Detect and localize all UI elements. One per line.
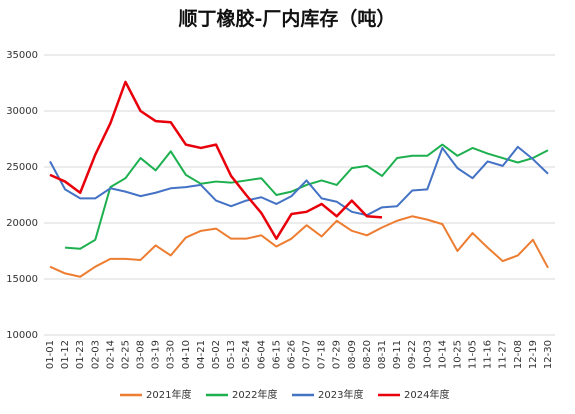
x-tick-label: 10-14 xyxy=(437,340,448,369)
x-tick-label: 01-12 xyxy=(60,340,71,369)
x-tick-label: 02-03 xyxy=(90,340,101,369)
chart-title: 顺丁橡胶-厂内库存（吨） xyxy=(179,7,396,30)
x-tick-label: 07-29 xyxy=(332,340,343,369)
x-tick-label: 05-02 xyxy=(211,340,222,369)
x-tick-label: 05-13 xyxy=(226,340,237,369)
x-tick-label: 07-07 xyxy=(302,340,313,369)
y-tick-label: 15000 xyxy=(6,274,38,285)
x-tick-label: 08-09 xyxy=(347,340,358,369)
y-tick-label: 10000 xyxy=(6,330,38,341)
x-tick-label: 06-26 xyxy=(286,340,297,369)
x-tick-label: 05-24 xyxy=(241,340,252,369)
legend-label: 2022年度 xyxy=(232,388,277,401)
x-tick-label: 12-19 xyxy=(528,340,539,369)
x-tick-label: 04-10 xyxy=(181,340,192,369)
x-tick-label: 12-08 xyxy=(513,340,524,369)
y-tick-label: 35000 xyxy=(6,50,38,61)
y-tick-label: 25000 xyxy=(6,162,38,173)
y-tick-label: 30000 xyxy=(6,106,38,117)
x-tick-label: 12-30 xyxy=(543,340,554,369)
x-tick-label: 02-25 xyxy=(120,340,131,369)
x-tick-label: 04-21 xyxy=(196,340,207,369)
x-tick-label: 11-27 xyxy=(498,340,509,369)
x-tick-label: 11-16 xyxy=(483,340,494,369)
x-tick-label: 10-25 xyxy=(452,340,463,369)
x-tick-label: 01-23 xyxy=(75,340,86,369)
legend-label: 2021年度 xyxy=(146,388,191,401)
series-line xyxy=(49,80,383,240)
x-tick-label: 10-03 xyxy=(422,340,433,369)
x-tick-label: 09-22 xyxy=(407,340,418,369)
x-tick-label: 07-18 xyxy=(317,340,328,369)
x-tick-label: 11-05 xyxy=(468,340,479,369)
x-tick-label: 08-31 xyxy=(377,340,388,369)
x-tick-label: 02-14 xyxy=(105,340,116,369)
x-tick-label: 03-19 xyxy=(151,340,162,369)
series-line xyxy=(49,215,549,278)
series-line xyxy=(65,143,549,250)
x-tick-label: 08-20 xyxy=(362,340,373,369)
x-tick-label: 09-11 xyxy=(392,340,403,369)
y-tick-label: 20000 xyxy=(6,218,38,229)
legend-label: 2024年度 xyxy=(404,388,449,401)
x-tick-label: 03-08 xyxy=(136,340,147,369)
legend-label: 2023年度 xyxy=(318,388,363,401)
x-tick-label: 06-04 xyxy=(256,340,267,369)
series-line xyxy=(49,145,549,217)
x-tick-label: 03-30 xyxy=(166,340,177,369)
x-tick-label: 01-01 xyxy=(45,340,56,369)
x-tick-label: 06-15 xyxy=(271,340,282,369)
